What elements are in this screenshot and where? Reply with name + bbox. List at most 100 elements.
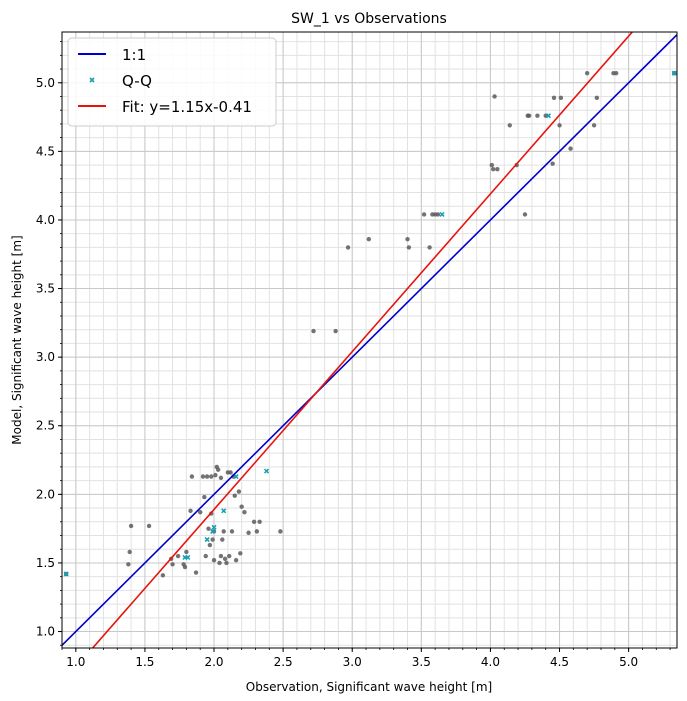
- y-tick-label: 1.5: [36, 556, 55, 570]
- observation-point: [229, 529, 235, 534]
- x-tick-label: 5.0: [619, 655, 638, 669]
- observation-point: [421, 212, 427, 217]
- observation-point: [126, 562, 131, 567]
- observation-point: [233, 557, 239, 563]
- observation-point: [591, 123, 597, 128]
- observation-point: [128, 523, 134, 529]
- observation-point: [405, 236, 410, 242]
- legend-box: [67, 37, 277, 127]
- observation-point: [558, 95, 564, 101]
- observation-point: [507, 123, 512, 128]
- qq-marker-stroke: [63, 571, 69, 577]
- y-tick-label: 2.0: [36, 487, 55, 501]
- x-tick-label: 3.5: [412, 655, 431, 669]
- observation-point: [220, 537, 225, 542]
- y-tick-label: 4.5: [36, 144, 55, 158]
- observation-point: [427, 245, 432, 250]
- qq-marker: [439, 211, 445, 218]
- observation-point: [557, 123, 562, 128]
- observation-point: [526, 113, 532, 118]
- observation-point: [257, 519, 262, 524]
- observation-point: [228, 470, 233, 475]
- qq-marker-stroke: [671, 70, 677, 76]
- observation-point: [550, 161, 555, 166]
- observation-point: [345, 245, 351, 250]
- qq-marker-stroke: [210, 528, 216, 534]
- observation-point: [311, 328, 316, 334]
- observation-point: [210, 537, 215, 542]
- fit-line: [91, 32, 634, 648]
- qq-marker-stroke: [263, 468, 270, 474]
- identity-line: [62, 34, 677, 646]
- qq-marker: [545, 113, 552, 119]
- observation-point: [182, 564, 188, 570]
- y-tick-label: 3.0: [36, 350, 55, 364]
- data-layer: [62, 32, 677, 648]
- observation-point: [221, 529, 226, 534]
- observation-point: [193, 570, 199, 575]
- x-tick-label: 3.0: [343, 655, 362, 669]
- observation-point: [495, 166, 500, 172]
- y-tick-label: 4.0: [36, 213, 55, 227]
- x-axis-label: Observation, Significant wave height [m]: [246, 680, 492, 694]
- observation-point: [218, 553, 224, 559]
- observation-point: [232, 493, 237, 498]
- observation-point: [254, 529, 260, 534]
- observation-point: [209, 474, 214, 479]
- qq-marker: [671, 70, 677, 76]
- observation-point: [490, 166, 496, 172]
- observation-point: [489, 162, 495, 168]
- qq-marker-stroke: [233, 473, 239, 480]
- observation-point: [222, 556, 228, 562]
- y-tick-label: 3.5: [36, 282, 55, 296]
- qq-marker-stroke: [204, 537, 210, 543]
- qq-marker: [233, 473, 239, 480]
- qq-marker-stroke: [221, 508, 227, 514]
- observation-point: [333, 328, 338, 334]
- qq-marker: [210, 528, 216, 534]
- qq-marker: [204, 537, 210, 543]
- observation-point: [406, 245, 412, 250]
- qq-marker: [221, 508, 227, 514]
- legend-identity-label: 1:1: [122, 46, 146, 64]
- qq-marker-stroke: [439, 211, 445, 218]
- observation-point: [535, 113, 540, 118]
- legend-qq-label: Q-Q: [122, 72, 152, 90]
- observation-point: [198, 509, 203, 515]
- qq-marker-stroke: [211, 524, 217, 530]
- observation-point: [366, 236, 372, 242]
- observation-point: [170, 562, 175, 567]
- observation-point: [435, 212, 441, 217]
- x-tick-label: 1.0: [66, 655, 85, 669]
- observation-point: [568, 146, 573, 151]
- observation-point: [127, 549, 132, 555]
- observation-point: [242, 509, 247, 515]
- observation-point: [215, 467, 221, 472]
- observation-point: [594, 95, 600, 101]
- observation-point: [239, 504, 244, 509]
- qq-marker: [63, 571, 69, 577]
- y-tick-label: 5.0: [36, 76, 55, 90]
- qq-marker: [211, 524, 217, 530]
- observation-point: [207, 542, 213, 548]
- qq-marker: [185, 554, 191, 561]
- chart-title: SW_1 vs Observations: [291, 11, 447, 27]
- y-tick-label: 1.0: [36, 625, 55, 639]
- qq-marker: [263, 468, 270, 474]
- observation-point: [246, 530, 251, 535]
- observation-point: [211, 557, 217, 563]
- x-tick-label: 2.5: [274, 655, 293, 669]
- observation-point: [184, 549, 189, 555]
- observation-point: [213, 472, 218, 478]
- observation-point: [160, 573, 166, 578]
- x-tick-label: 1.5: [135, 655, 154, 669]
- observation-point: [188, 508, 193, 514]
- legend-qq-swatch: [89, 77, 95, 83]
- observation-point: [251, 519, 257, 524]
- observation-point: [238, 551, 243, 556]
- observation-point: [551, 95, 557, 101]
- observation-point: [492, 94, 497, 99]
- observation-point: [613, 70, 619, 76]
- observation-point: [236, 489, 242, 494]
